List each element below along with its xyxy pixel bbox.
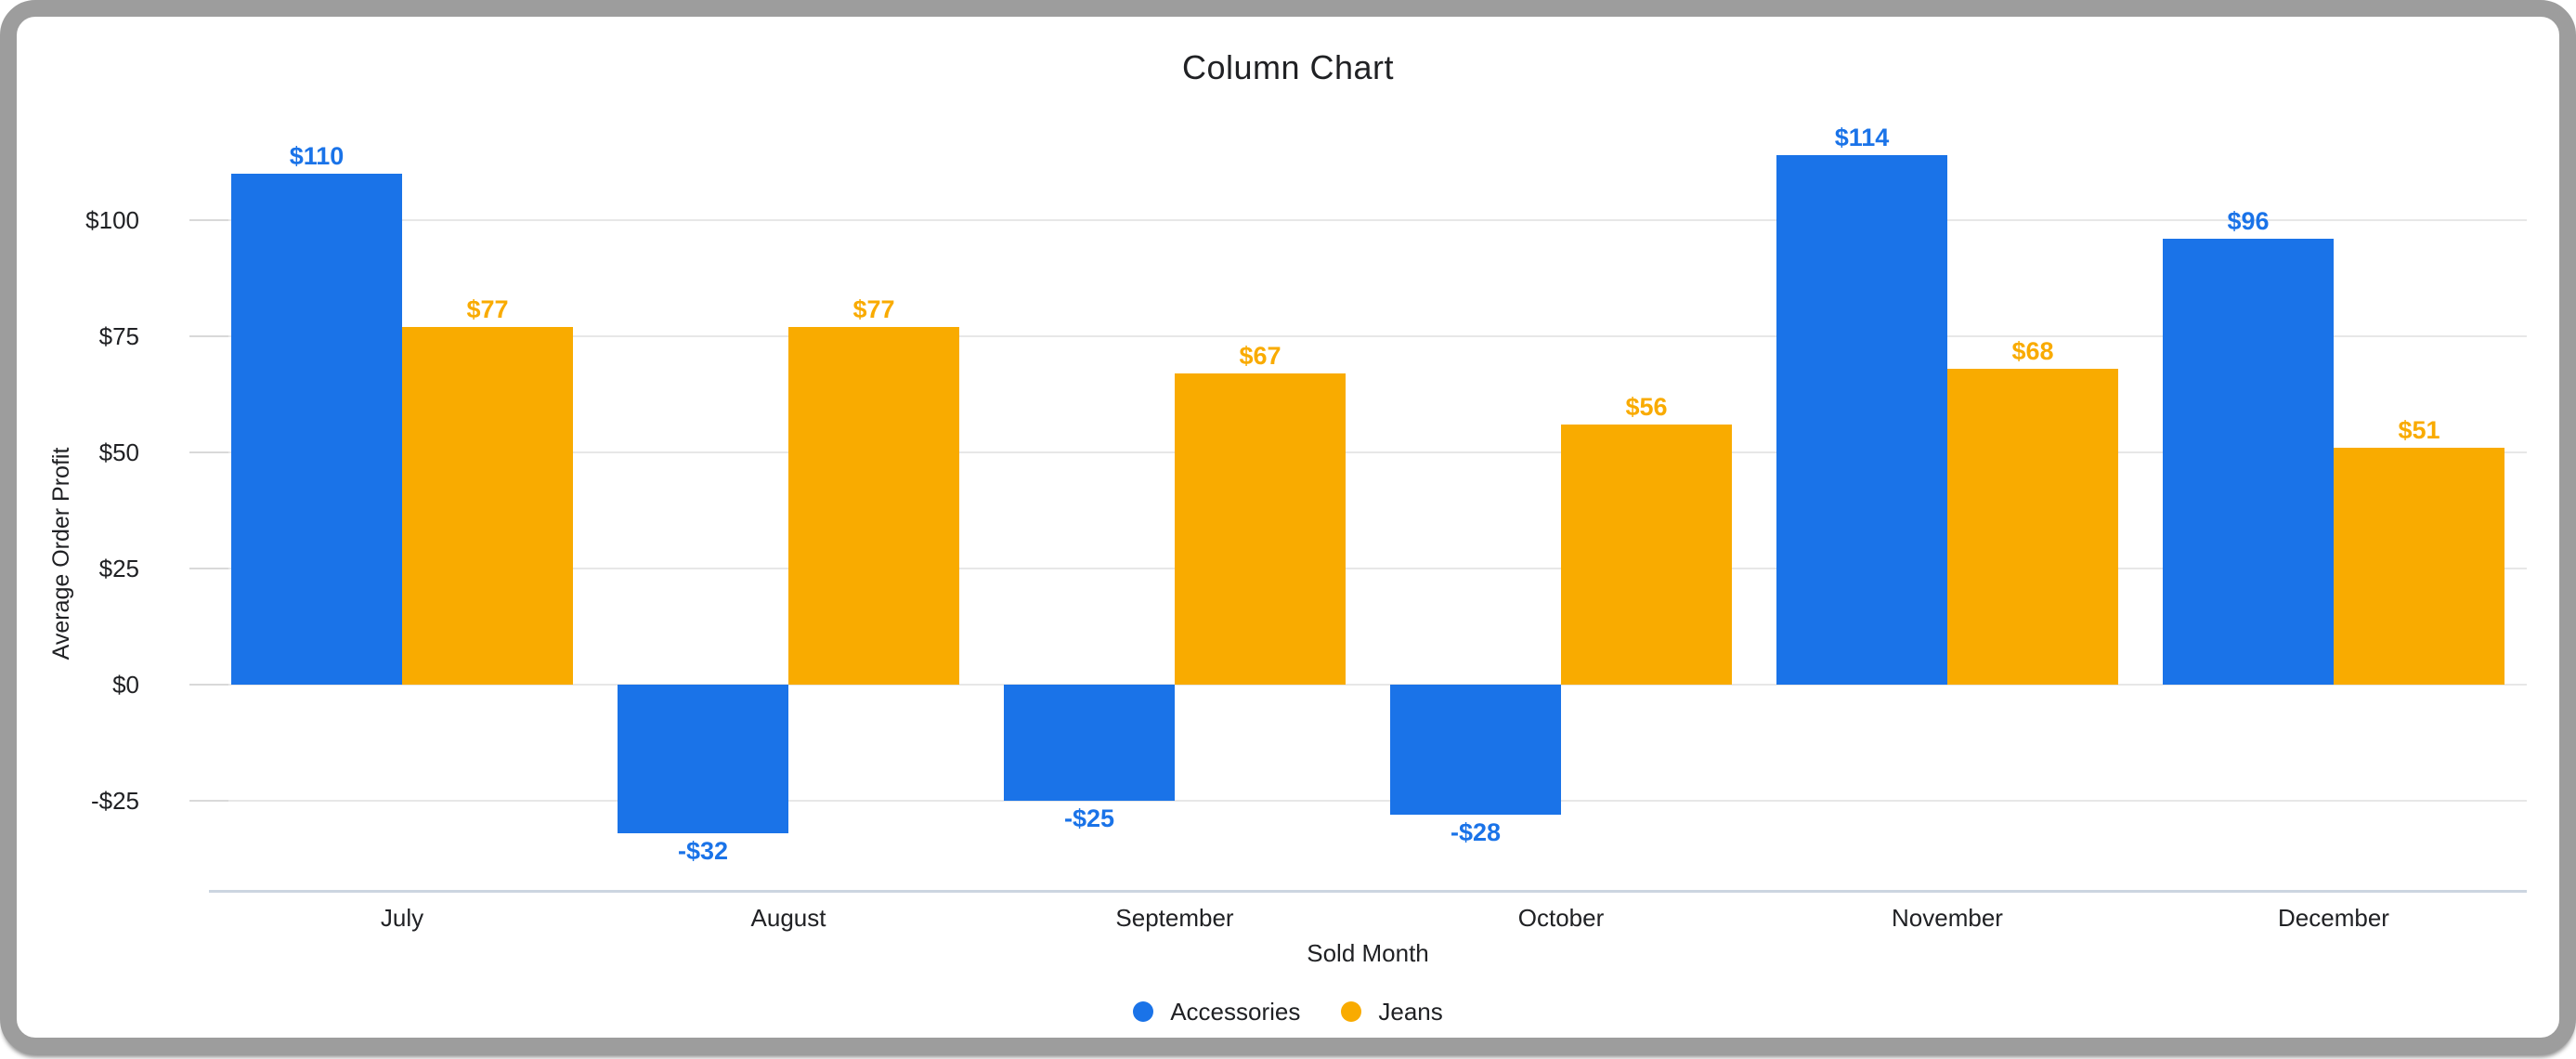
y-tick--100 bbox=[189, 219, 228, 221]
x-tick-label-november: November bbox=[1892, 904, 2003, 932]
x-axis-line bbox=[209, 890, 2527, 893]
gridline--75 bbox=[209, 335, 2527, 337]
bar-label-jeans-september: $67 bbox=[1239, 342, 1281, 370]
y-tick--25 bbox=[189, 800, 228, 802]
y-tick-label--100: $100 bbox=[85, 206, 139, 234]
bar-label-jeans-august: $77 bbox=[852, 295, 895, 323]
bar-label-jeans-july: $77 bbox=[466, 295, 509, 323]
y-tick--50 bbox=[189, 451, 228, 453]
x-axis-title: Sold Month bbox=[1307, 939, 1429, 967]
bar-accessories-august[interactable] bbox=[618, 685, 788, 833]
bar-accessories-july[interactable] bbox=[231, 174, 402, 685]
y-tick-label--25: $25 bbox=[98, 555, 139, 582]
bar-accessories-september[interactable] bbox=[1004, 685, 1175, 801]
bar-label-accessories-september: -$25 bbox=[1063, 804, 1115, 832]
bar-jeans-september[interactable] bbox=[1175, 373, 1346, 685]
x-tick-label-december: December bbox=[2278, 904, 2389, 932]
bar-label-jeans-november: $68 bbox=[2011, 337, 2054, 365]
legend-label-accessories: Accessories bbox=[1170, 998, 1301, 1026]
chart-title: Column Chart bbox=[1181, 48, 1395, 86]
bar-label-accessories-december: $96 bbox=[2227, 207, 2270, 235]
gridline--50 bbox=[209, 451, 2527, 453]
bar-label-jeans-december: $51 bbox=[2398, 416, 2440, 444]
gridline--25 bbox=[209, 568, 2527, 569]
bar-jeans-october[interactable] bbox=[1561, 425, 1732, 685]
y-tick-label--25: -$25 bbox=[90, 787, 139, 815]
bar-label-jeans-october: $56 bbox=[1625, 393, 1668, 421]
legend-swatch-accessories bbox=[1133, 1001, 1154, 1022]
y-tick--0 bbox=[189, 684, 228, 686]
legend: Accessories Jeans bbox=[17, 992, 2559, 1031]
legend-item-jeans[interactable]: Jeans bbox=[1341, 996, 1443, 1027]
x-tick-label-july: July bbox=[380, 904, 424, 932]
gridline--25 bbox=[209, 800, 2527, 802]
y-tick-label--75: $75 bbox=[98, 322, 139, 350]
legend-swatch-jeans bbox=[1341, 1001, 1362, 1022]
y-tick-label--50: $50 bbox=[98, 438, 139, 466]
bar-jeans-december[interactable] bbox=[2334, 448, 2504, 685]
y-tick--25 bbox=[189, 568, 228, 569]
y-tick--75 bbox=[189, 335, 228, 337]
y-tick-label--0: $0 bbox=[112, 671, 139, 699]
bar-label-accessories-july: $110 bbox=[289, 142, 345, 170]
bar-label-accessories-october: -$28 bbox=[1450, 818, 1502, 846]
bar-label-accessories-november: $114 bbox=[1834, 124, 1890, 151]
bar-accessories-december[interactable] bbox=[2163, 239, 2334, 685]
x-tick-label-august: August bbox=[750, 904, 826, 932]
bar-jeans-july[interactable] bbox=[402, 327, 573, 685]
bar-label-accessories-august: -$32 bbox=[677, 837, 729, 865]
x-tick-label-september: September bbox=[1115, 904, 1234, 932]
bar-accessories-october[interactable] bbox=[1390, 685, 1561, 815]
legend-item-accessories[interactable]: Accessories bbox=[1133, 996, 1300, 1027]
legend-label-jeans: Jeans bbox=[1378, 998, 1443, 1026]
bar-jeans-august[interactable] bbox=[788, 327, 959, 685]
bar-accessories-november[interactable] bbox=[1776, 155, 1947, 685]
bar-jeans-november[interactable] bbox=[1947, 369, 2118, 685]
gridline--0 bbox=[209, 684, 2527, 686]
x-tick-label-october: October bbox=[1517, 904, 1605, 932]
gridline--100 bbox=[209, 219, 2527, 221]
